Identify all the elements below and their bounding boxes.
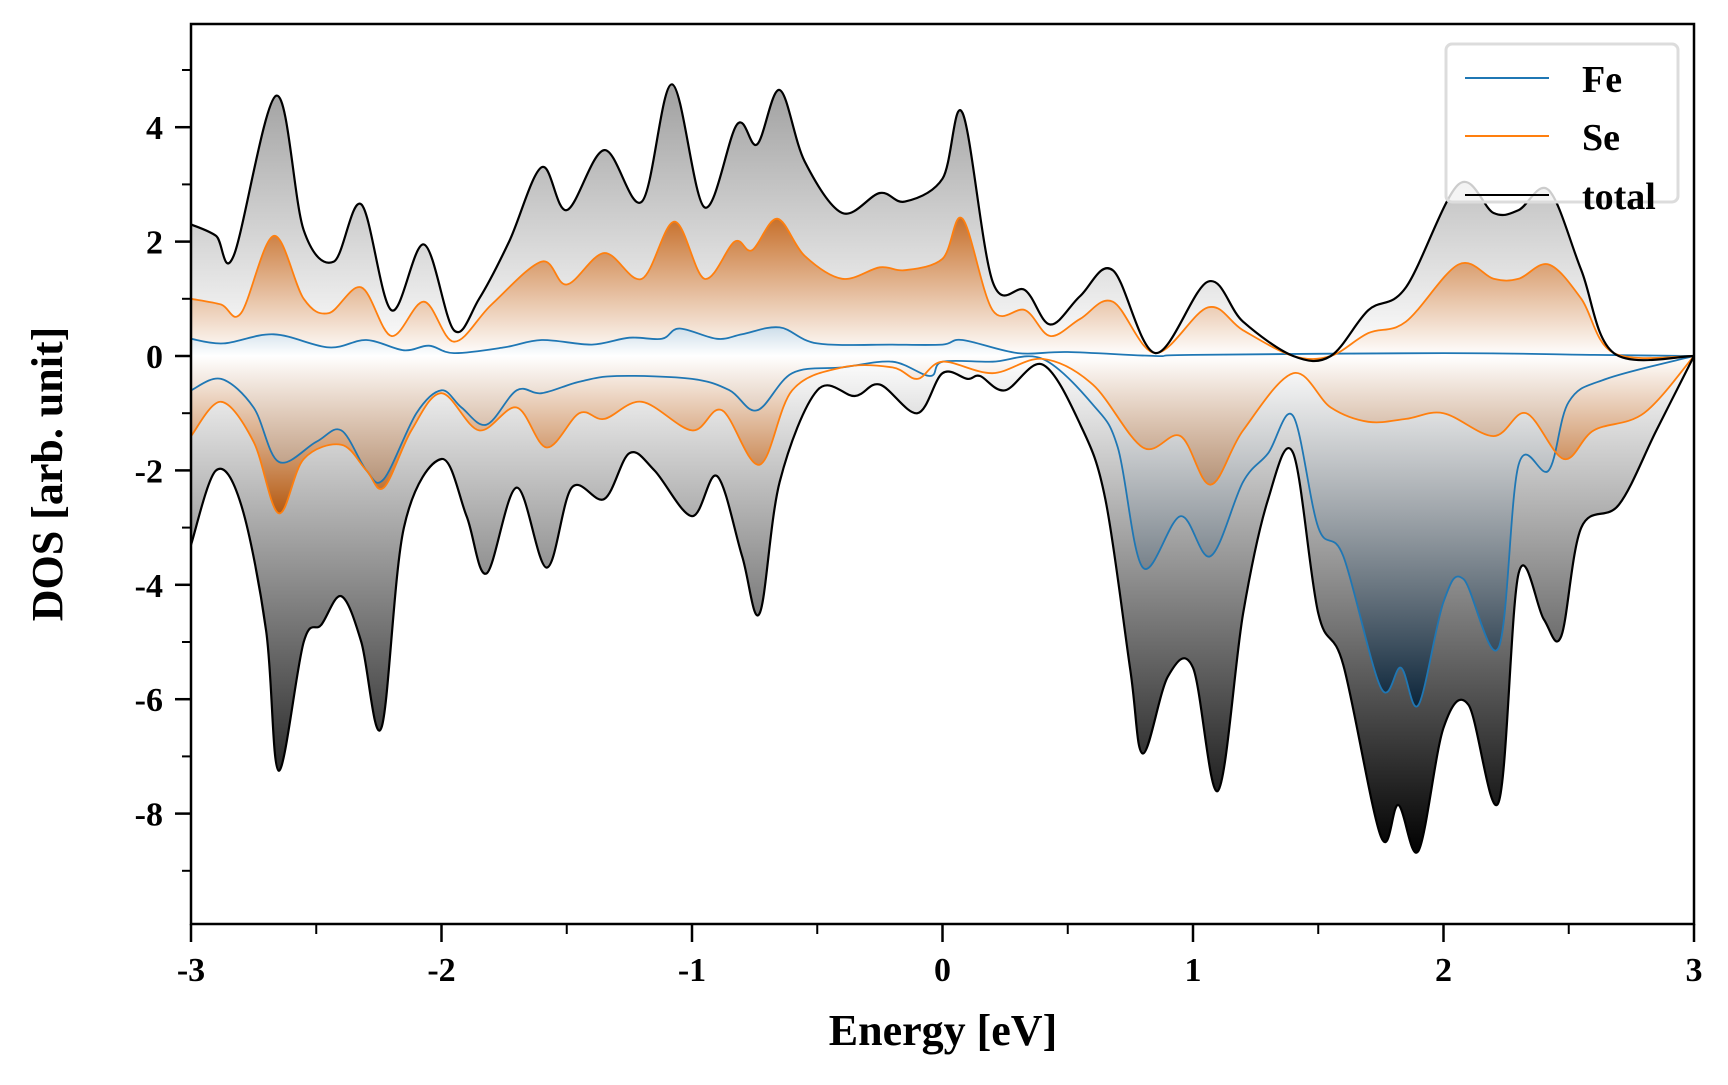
legend: Fe Se total xyxy=(1444,42,1680,218)
se-spin-down-line xyxy=(191,355,1694,515)
total-spin-down-line xyxy=(191,355,1694,854)
fe-spin-up-line xyxy=(191,326,1694,358)
x-tick-label: -2 xyxy=(427,952,455,989)
x-tick-label: 2 xyxy=(1435,952,1452,989)
legend-label-se: Se xyxy=(1582,117,1620,159)
legend-frame xyxy=(1444,42,1680,204)
x-axis-label: Energy [eV] xyxy=(829,1006,1058,1055)
x-tick-label: 0 xyxy=(934,952,951,989)
x-tick-label: 1 xyxy=(1185,952,1202,989)
fe-spin-down-fill xyxy=(191,356,1694,707)
y-tick-label: 4 xyxy=(146,110,163,147)
se-spin-down-fill xyxy=(191,356,1694,514)
x-tick-label: 3 xyxy=(1686,952,1703,989)
se-spin-up-fill xyxy=(191,217,1694,360)
fe-spin-down-line xyxy=(191,355,1694,708)
y-tick-label: -4 xyxy=(135,568,163,605)
y-tick-label: 2 xyxy=(146,225,163,262)
fe-spin-up-fill xyxy=(191,327,1694,357)
y-axis-label: DOS [arb. unit] xyxy=(23,327,72,622)
total-spin-up-line xyxy=(191,83,1694,363)
y-tick-label: 0 xyxy=(146,339,163,376)
y-tick-label: -2 xyxy=(135,453,163,490)
x-tick-label: -1 xyxy=(678,952,706,989)
legend-label-fe: Fe xyxy=(1582,59,1622,101)
se-spin-up-line xyxy=(191,216,1694,360)
y-tick-label: -8 xyxy=(135,797,163,834)
y-tick-label: -6 xyxy=(135,682,163,719)
x-tick-label: -3 xyxy=(177,952,205,989)
legend-label-total: total xyxy=(1582,176,1656,218)
